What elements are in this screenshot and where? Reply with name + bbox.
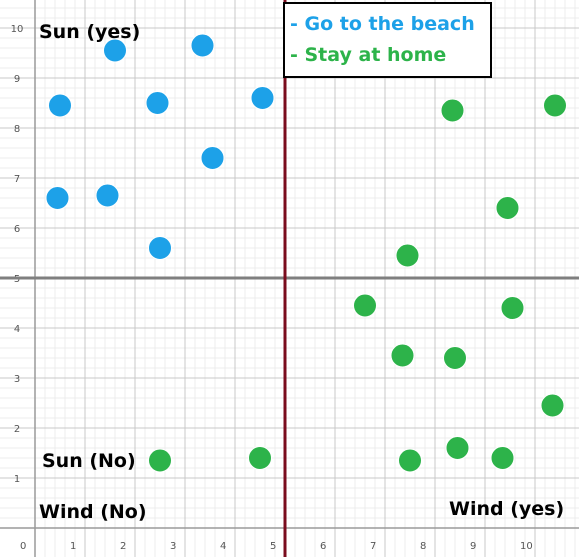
data-points	[45, 33, 567, 473]
x-tick-label: 4	[220, 541, 226, 552]
home-point	[390, 343, 415, 368]
beach-point	[250, 86, 275, 110]
x-tick-label: 3	[170, 541, 176, 552]
x-tick-label: 8	[420, 541, 426, 552]
annotation-wind-yes: Wind (yes)	[449, 498, 564, 520]
legend-frame	[283, 2, 492, 78]
legend-item-stay-at-home: - Stay at home	[290, 44, 446, 66]
home-point	[500, 296, 525, 320]
beach-point	[148, 236, 172, 260]
beach-point	[48, 93, 72, 118]
y-tick-label: 2	[14, 424, 20, 435]
beach-point	[45, 186, 70, 210]
y-tick-label: 6	[14, 224, 20, 235]
beach-point	[103, 38, 127, 63]
x-tick-label: 6	[320, 541, 326, 552]
x-tick-label: 7	[370, 541, 376, 552]
home-point	[440, 98, 465, 123]
home-point	[495, 196, 520, 220]
home-point	[490, 446, 515, 470]
x-tick-label: 1	[70, 541, 76, 552]
y-tick-label: 7	[14, 174, 20, 185]
legend-box: - Go to the beach - Stay at home	[283, 2, 492, 78]
x-tick-label: 9	[470, 541, 476, 552]
y-tick-label: 9	[14, 74, 20, 85]
x-tick-label: 5	[270, 541, 276, 552]
home-point	[148, 448, 172, 473]
home-point	[248, 446, 272, 470]
home-point	[395, 243, 420, 268]
home-point	[540, 393, 565, 418]
y-tick-label: 4	[14, 324, 20, 335]
annotation-wind-no: Wind (No)	[39, 501, 147, 523]
beach-point	[145, 91, 170, 115]
home-point	[443, 346, 467, 370]
annotation-sun-no: Sun (No)	[42, 450, 136, 472]
y-tick-label: 8	[14, 124, 20, 135]
y-tick-label: 1	[14, 474, 20, 485]
beach-point	[200, 146, 225, 170]
beach-point	[95, 183, 120, 208]
annotation-sun-yes: Sun (yes)	[39, 21, 140, 43]
x-tick-label: 0	[20, 541, 26, 552]
x-tick-label: 10	[520, 541, 533, 552]
y-tick-label: 3	[14, 374, 20, 385]
x-tick-label: 2	[120, 541, 126, 552]
home-point	[353, 293, 377, 318]
home-point	[543, 93, 567, 118]
y-tick-label: 10	[11, 24, 24, 35]
home-point	[445, 436, 470, 460]
legend-item-go-to-beach: - Go to the beach	[290, 13, 475, 35]
beach-point	[190, 33, 215, 58]
home-point	[398, 448, 422, 473]
